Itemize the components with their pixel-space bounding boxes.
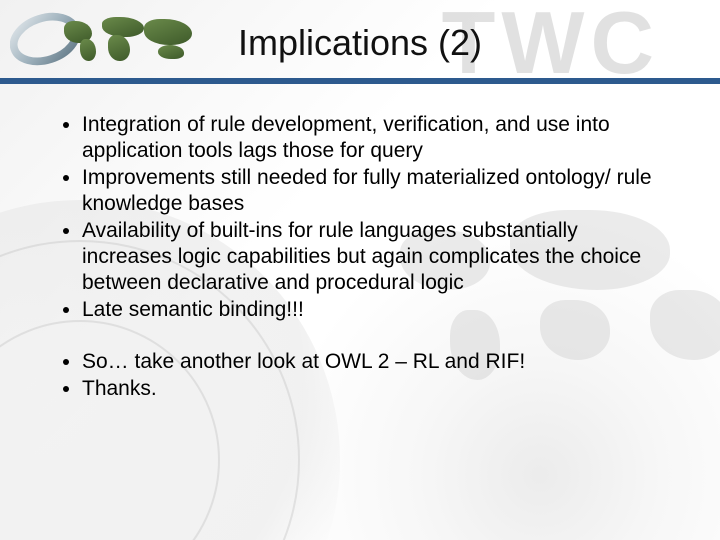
slide-body: Integration of rule development, verific… [0, 84, 720, 402]
bullet-item: Improvements still needed for fully mate… [82, 165, 664, 216]
bullet-item: Integration of rule development, verific… [82, 112, 664, 163]
bullet-item: Thanks. [82, 376, 664, 402]
header: TWC Implications (2) [0, 0, 720, 84]
bullet-list-2: So… take another look at OWL 2 – RL and … [56, 349, 664, 402]
bullet-item: Availability of built-ins for rule langu… [82, 218, 664, 295]
bullet-item: So… take another look at OWL 2 – RL and … [82, 349, 664, 375]
spacer [56, 325, 664, 349]
slide-title: Implications (2) [0, 22, 720, 64]
bullet-list-1: Integration of rule development, verific… [56, 112, 664, 323]
slide: TWC Implications (2) Integration of rule… [0, 0, 720, 540]
bullet-item: Late semantic binding!!! [82, 297, 664, 323]
